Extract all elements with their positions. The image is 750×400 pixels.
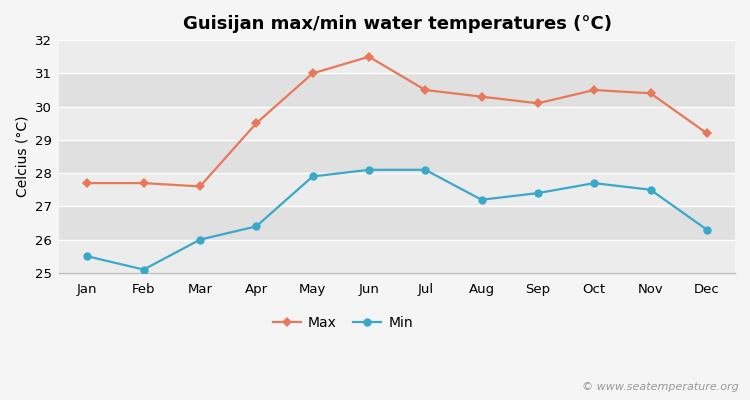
Bar <box>59 173 735 206</box>
Min <box>196 237 205 242</box>
Bar <box>59 140 735 173</box>
Max <box>590 88 598 92</box>
Min <box>82 254 92 259</box>
Text: © www.seatemperature.org: © www.seatemperature.org <box>582 382 739 392</box>
Min <box>477 197 486 202</box>
Max <box>646 91 655 96</box>
Bar <box>59 73 735 107</box>
Min <box>252 224 261 229</box>
Max <box>477 94 486 99</box>
Max <box>140 181 148 186</box>
Bar <box>59 40 735 73</box>
Max <box>421 88 430 92</box>
Line: Max: Max <box>84 53 710 190</box>
Line: Min: Min <box>83 166 711 274</box>
Max <box>252 121 261 126</box>
Y-axis label: Celcius (°C): Celcius (°C) <box>15 116 29 197</box>
Min <box>646 187 655 192</box>
Max <box>702 131 711 136</box>
Min <box>308 174 317 179</box>
Max <box>82 181 92 186</box>
Title: Guisijan max/min water temperatures (°C): Guisijan max/min water temperatures (°C) <box>182 15 611 33</box>
Min <box>140 267 148 272</box>
Bar <box>59 107 735 140</box>
Max <box>364 54 374 59</box>
Max <box>196 184 205 189</box>
Bar <box>59 240 735 273</box>
Min <box>364 168 374 172</box>
Min <box>702 227 711 232</box>
Legend: Max, Min: Max, Min <box>268 310 419 335</box>
Min <box>590 181 598 186</box>
Min <box>421 168 430 172</box>
Max <box>533 101 542 106</box>
Bar <box>59 206 735 240</box>
Max <box>308 71 317 76</box>
Min <box>533 191 542 196</box>
